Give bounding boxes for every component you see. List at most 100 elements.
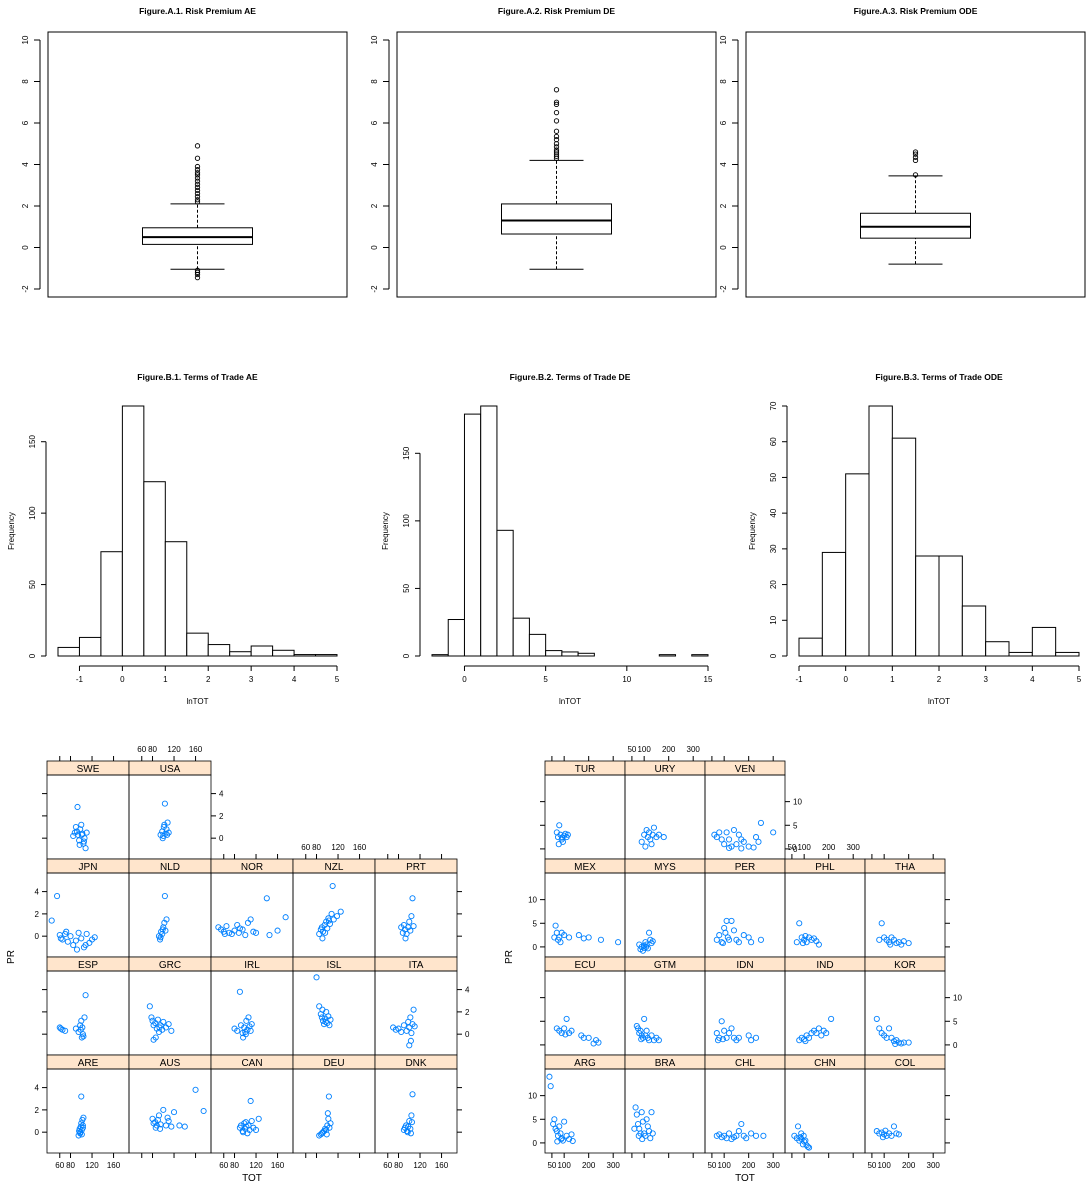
- data-point: [879, 1134, 886, 1141]
- y-tick-label: 50: [769, 472, 778, 481]
- data-point: [170, 1109, 178, 1116]
- x-tick-label: -1: [795, 675, 803, 684]
- panel-are: ARE: [46, 1054, 130, 1154]
- panel-swe: SWE: [46, 760, 130, 860]
- x-tick-label: 200: [822, 843, 836, 852]
- data-point: [192, 1086, 199, 1093]
- data-point: [247, 1097, 254, 1105]
- panel-gtm: GTM: [624, 956, 706, 1056]
- x-tick-label: 300: [847, 843, 861, 852]
- data-point: [322, 929, 329, 936]
- data-point: [59, 936, 66, 943]
- data-point: [585, 1034, 592, 1041]
- data-point: [74, 803, 81, 811]
- data-point: [234, 921, 241, 929]
- data-point: [392, 1026, 399, 1033]
- x-tick-label: 80: [394, 1161, 403, 1170]
- data-point: [407, 1037, 414, 1044]
- histogram-bar: [121, 405, 145, 657]
- y-tick-label: 10: [719, 35, 728, 44]
- outlier-point: [194, 190, 201, 197]
- data-point: [83, 829, 90, 836]
- data-point: [648, 1032, 655, 1039]
- strip-label: COL: [895, 1058, 916, 1069]
- data-point: [828, 1015, 835, 1022]
- data-point: [743, 1135, 750, 1142]
- x-tick-label: 200: [582, 1161, 596, 1170]
- data-point: [643, 1027, 650, 1034]
- data-point: [638, 838, 645, 845]
- histogram-bar: [915, 555, 940, 657]
- data-point: [803, 939, 810, 946]
- panel-frame: [544, 872, 626, 958]
- strip-label: SWE: [77, 764, 100, 775]
- data-point: [223, 923, 230, 930]
- panel-irl: IRL: [210, 956, 294, 1056]
- panel-dnk: DNK: [374, 1054, 458, 1154]
- data-point: [54, 893, 61, 900]
- x-tick-label: 0: [843, 675, 848, 684]
- data-point: [755, 838, 762, 845]
- lattice-scatter-1: SWE USA 0 2 4 JPN NLD NOR NZL PRT 0 2 4 ESP GRC IRL ISL I…: [6, 745, 470, 1184]
- strip-label: IND: [816, 960, 833, 971]
- data-point: [404, 1129, 411, 1136]
- y-tick-label: 0: [370, 245, 379, 250]
- panel-frame: [292, 970, 376, 1056]
- x-tick-label: 120: [167, 745, 181, 754]
- panel-ita: ITA: [374, 956, 458, 1056]
- y-axis-label: Frequency: [381, 512, 390, 550]
- data-point: [63, 928, 70, 935]
- x-tick-label: 2: [937, 675, 942, 684]
- strip-label: IRL: [244, 960, 260, 971]
- data-point: [892, 1040, 899, 1048]
- data-point: [82, 992, 89, 999]
- panel-chn: CHN: [784, 1054, 866, 1154]
- data-point: [890, 1123, 898, 1130]
- strip-label: VEN: [735, 764, 756, 775]
- data-point: [407, 1130, 414, 1137]
- outlier-point: [194, 184, 201, 190]
- data-point: [646, 929, 653, 936]
- data-point: [80, 838, 88, 845]
- outlier-point: [553, 101, 560, 107]
- data-point: [330, 916, 337, 923]
- data-point: [876, 1025, 883, 1032]
- y-tick-label: 0: [533, 1139, 538, 1148]
- panel-frame: [544, 1068, 626, 1154]
- x-tick-label: 5: [335, 675, 340, 684]
- y-tick-label: 0: [953, 1041, 958, 1050]
- y-tick-label: 10: [793, 798, 802, 807]
- data-point: [738, 845, 745, 852]
- data-point: [402, 935, 409, 942]
- data-point: [91, 934, 98, 941]
- data-point: [718, 939, 725, 946]
- data-point: [649, 1130, 656, 1137]
- x-tick-label: 80: [230, 1161, 239, 1170]
- panel-nld: NLD: [128, 858, 212, 958]
- data-point: [823, 1030, 830, 1037]
- data-point: [78, 831, 85, 838]
- panel-frame: [210, 970, 294, 1056]
- data-point: [181, 1123, 188, 1130]
- data-point: [316, 1003, 323, 1010]
- strip-label: GTM: [654, 960, 676, 971]
- y-tick-label: 150: [28, 434, 37, 448]
- y-tick-label: 70: [769, 401, 778, 410]
- data-point: [647, 1135, 654, 1142]
- y-tick-label: 0: [465, 1030, 470, 1039]
- data-point: [745, 843, 752, 850]
- strip-label: ITA: [409, 960, 424, 971]
- data-point: [555, 841, 562, 848]
- data-point: [760, 1132, 767, 1139]
- data-point: [799, 940, 806, 947]
- histogram-bar: [691, 654, 709, 657]
- y-tick-label: 0: [28, 653, 37, 658]
- histogram-bar: [577, 652, 595, 657]
- data-point: [154, 1116, 161, 1123]
- y-axis-label: PR: [504, 950, 515, 964]
- data-point: [162, 830, 169, 837]
- panel-ecu: ECU: [544, 956, 626, 1056]
- panel-jpn: JPN: [46, 858, 130, 958]
- data-point: [266, 932, 273, 939]
